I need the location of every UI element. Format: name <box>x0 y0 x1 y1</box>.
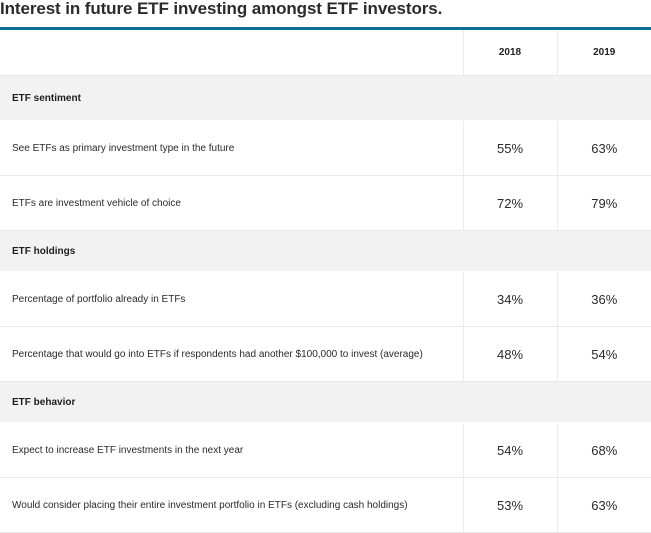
row-label: ETFs are investment vehicle of choice <box>0 175 463 231</box>
etf-interest-table: 2018 2019 ETF sentiment See ETFs as prim… <box>0 30 651 533</box>
row-label: Expect to increase ETF investments in th… <box>0 422 463 478</box>
table-row: Percentage of portfolio already in ETFs … <box>0 271 651 327</box>
header-row: 2018 2019 <box>0 30 651 76</box>
value-2018: 48% <box>462 326 557 382</box>
row-label: See ETFs as primary investment type in t… <box>0 120 463 176</box>
value-2018: 54% <box>462 422 557 478</box>
row-label: Percentage that would go into ETFs if re… <box>0 326 463 382</box>
value-2019: 63% <box>556 477 651 533</box>
row-label: Would consider placing their entire inve… <box>0 477 463 533</box>
header-label-cell <box>0 30 463 76</box>
table-row: Would consider placing their entire inve… <box>0 477 651 533</box>
value-2018: 53% <box>462 477 557 533</box>
table-row: Percentage that would go into ETFs if re… <box>0 326 651 382</box>
title-underline <box>0 27 651 30</box>
table-row: See ETFs as primary investment type in t… <box>0 120 651 176</box>
section-row-etf-holdings: ETF holdings <box>0 230 651 272</box>
value-2018: 72% <box>462 175 557 231</box>
value-2019: 36% <box>556 271 651 327</box>
section-title: ETF holdings <box>0 230 651 272</box>
value-2019: 63% <box>556 120 651 176</box>
section-title: ETF behavior <box>0 381 651 423</box>
section-row-etf-sentiment: ETF sentiment <box>0 75 651 121</box>
value-2018: 55% <box>462 120 557 176</box>
section-title: ETF sentiment <box>0 75 651 121</box>
value-2018: 34% <box>462 271 557 327</box>
value-2019: 68% <box>556 422 651 478</box>
section-row-etf-behavior: ETF behavior <box>0 381 651 423</box>
table-title: Interest in future ETF investing amongst… <box>0 0 443 18</box>
value-2019: 54% <box>556 326 651 382</box>
value-2019: 79% <box>556 175 651 231</box>
table-row: Expect to increase ETF investments in th… <box>0 422 651 478</box>
row-label: Percentage of portfolio already in ETFs <box>0 271 463 327</box>
column-header-2018: 2018 <box>462 30 557 76</box>
table-row: ETFs are investment vehicle of choice 72… <box>0 175 651 231</box>
column-header-2019: 2019 <box>556 30 651 76</box>
